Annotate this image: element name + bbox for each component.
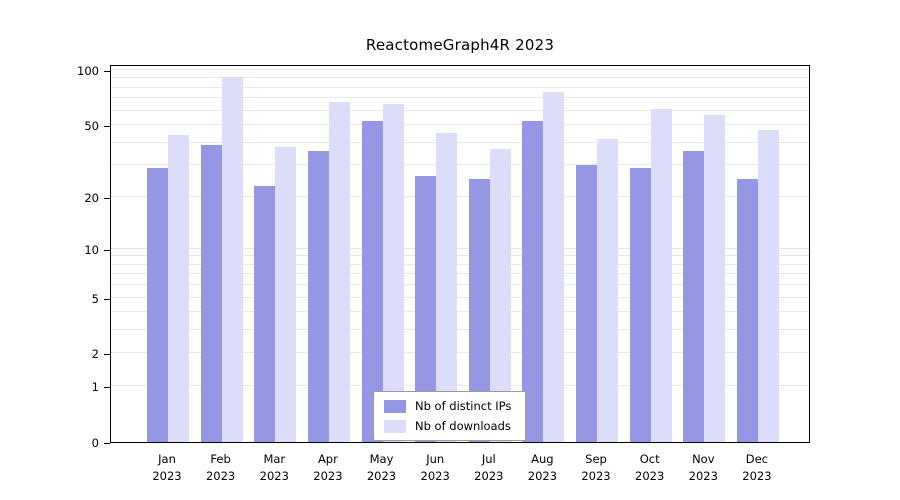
y-tick-label-1: 1 (91, 380, 99, 395)
gridline (111, 329, 809, 331)
legend-label-downloads: Nb of downloads (415, 419, 511, 433)
gridline (111, 195, 809, 197)
y-tick-label-0: 0 (91, 436, 99, 450)
bar-distinct-ips-jul (468, 179, 490, 442)
bar-downloads-dec (757, 130, 779, 442)
bar-downloads-may (382, 104, 404, 442)
x-tick-label-oct: Oct 2023 (635, 452, 665, 483)
bar-downloads-apr (328, 101, 350, 442)
gridline (111, 69, 809, 70)
gridline (111, 247, 809, 249)
x-tick-label-jan: Jan 2023 (152, 452, 182, 483)
y-tick-label-20: 20 (84, 190, 99, 205)
bar-downloads-jan (168, 135, 189, 442)
gridline (111, 296, 809, 298)
gridline (111, 109, 809, 111)
bar-distinct-ips-apr (307, 150, 329, 442)
x-tick-label-sep: Sep 2023 (581, 452, 611, 483)
bar-distinct-ips-jan (147, 167, 168, 442)
gridline (111, 97, 809, 99)
gridline (111, 255, 809, 257)
legend-label-distinct-ips: Nb of distinct IPs (415, 399, 512, 413)
gridline (111, 77, 809, 79)
x-axis: Jan 2023 Feb 2023 Mar 2023 Apr 2023 May 2023 Jun 20… (0, 451, 900, 491)
x-tick-label-jun: Jun 2023 (420, 452, 450, 483)
gridline (111, 86, 809, 88)
bar-distinct-ips-dec (736, 179, 758, 442)
x-tick-label-aug: Aug 2023 (527, 452, 558, 483)
bar-downloads-nov (704, 114, 726, 442)
bar-distinct-ips-aug (522, 120, 544, 442)
bar-distinct-ips-oct (629, 167, 651, 442)
gridline (111, 352, 809, 354)
gridline (111, 141, 809, 143)
chart-title: ReactomeGraph4R 2023 (365, 36, 555, 54)
y-tick-label-5: 5 (91, 291, 99, 306)
legend-swatch-distinct-ips (384, 399, 406, 413)
gridline (111, 263, 809, 265)
x-tick-label-nov: Nov 2023 (688, 452, 718, 483)
gridline (111, 284, 809, 286)
gridline (111, 385, 809, 387)
bar-distinct-ips-may (361, 120, 383, 442)
bar-distinct-ips-nov (683, 150, 705, 442)
y-tick-label-50: 50 (84, 119, 99, 134)
x-tick-label-may: May 2023 (366, 452, 397, 483)
bar-downloads-jun (436, 133, 458, 442)
bar-distinct-ips-sep (576, 165, 597, 442)
gridline (111, 273, 809, 275)
y-tick-label-10: 10 (84, 242, 99, 257)
gridline (111, 124, 809, 126)
y-tick-label-100: 100 (77, 64, 99, 78)
bar-downloads-mar (275, 146, 297, 442)
bar-distinct-ips-feb (200, 144, 222, 442)
x-tick-label-jul: Jul 2023 (474, 452, 504, 483)
plot-area (110, 65, 810, 443)
gridline (111, 311, 809, 313)
bar-downloads-jul (489, 148, 511, 442)
legend-item-downloads: Nb of downloads (384, 419, 511, 433)
x-tick-label-mar: Mar 2023 (259, 452, 289, 483)
bar-downloads-aug (543, 91, 565, 442)
legend-swatch-downloads (384, 419, 406, 433)
legend-item-distinct-ips: Nb of distinct IPs (384, 399, 511, 413)
bar-downloads-oct (650, 109, 672, 442)
bar-distinct-ips-mar (254, 185, 276, 442)
legend: Nb of distinct IPs Nb of downloads (373, 391, 527, 441)
bar-downloads-feb (221, 76, 243, 442)
y-tick-mark (104, 443, 110, 444)
y-tick-label-2: 2 (91, 347, 99, 362)
bar-distinct-ips-jun (415, 176, 437, 442)
gridline (111, 164, 809, 166)
bar-downloads-sep (597, 138, 618, 442)
x-tick-label-feb: Feb 2023 (205, 452, 236, 483)
x-tick-label-apr: Apr 2023 (313, 452, 343, 483)
x-tick-label-dec: Dec 2023 (742, 452, 772, 483)
